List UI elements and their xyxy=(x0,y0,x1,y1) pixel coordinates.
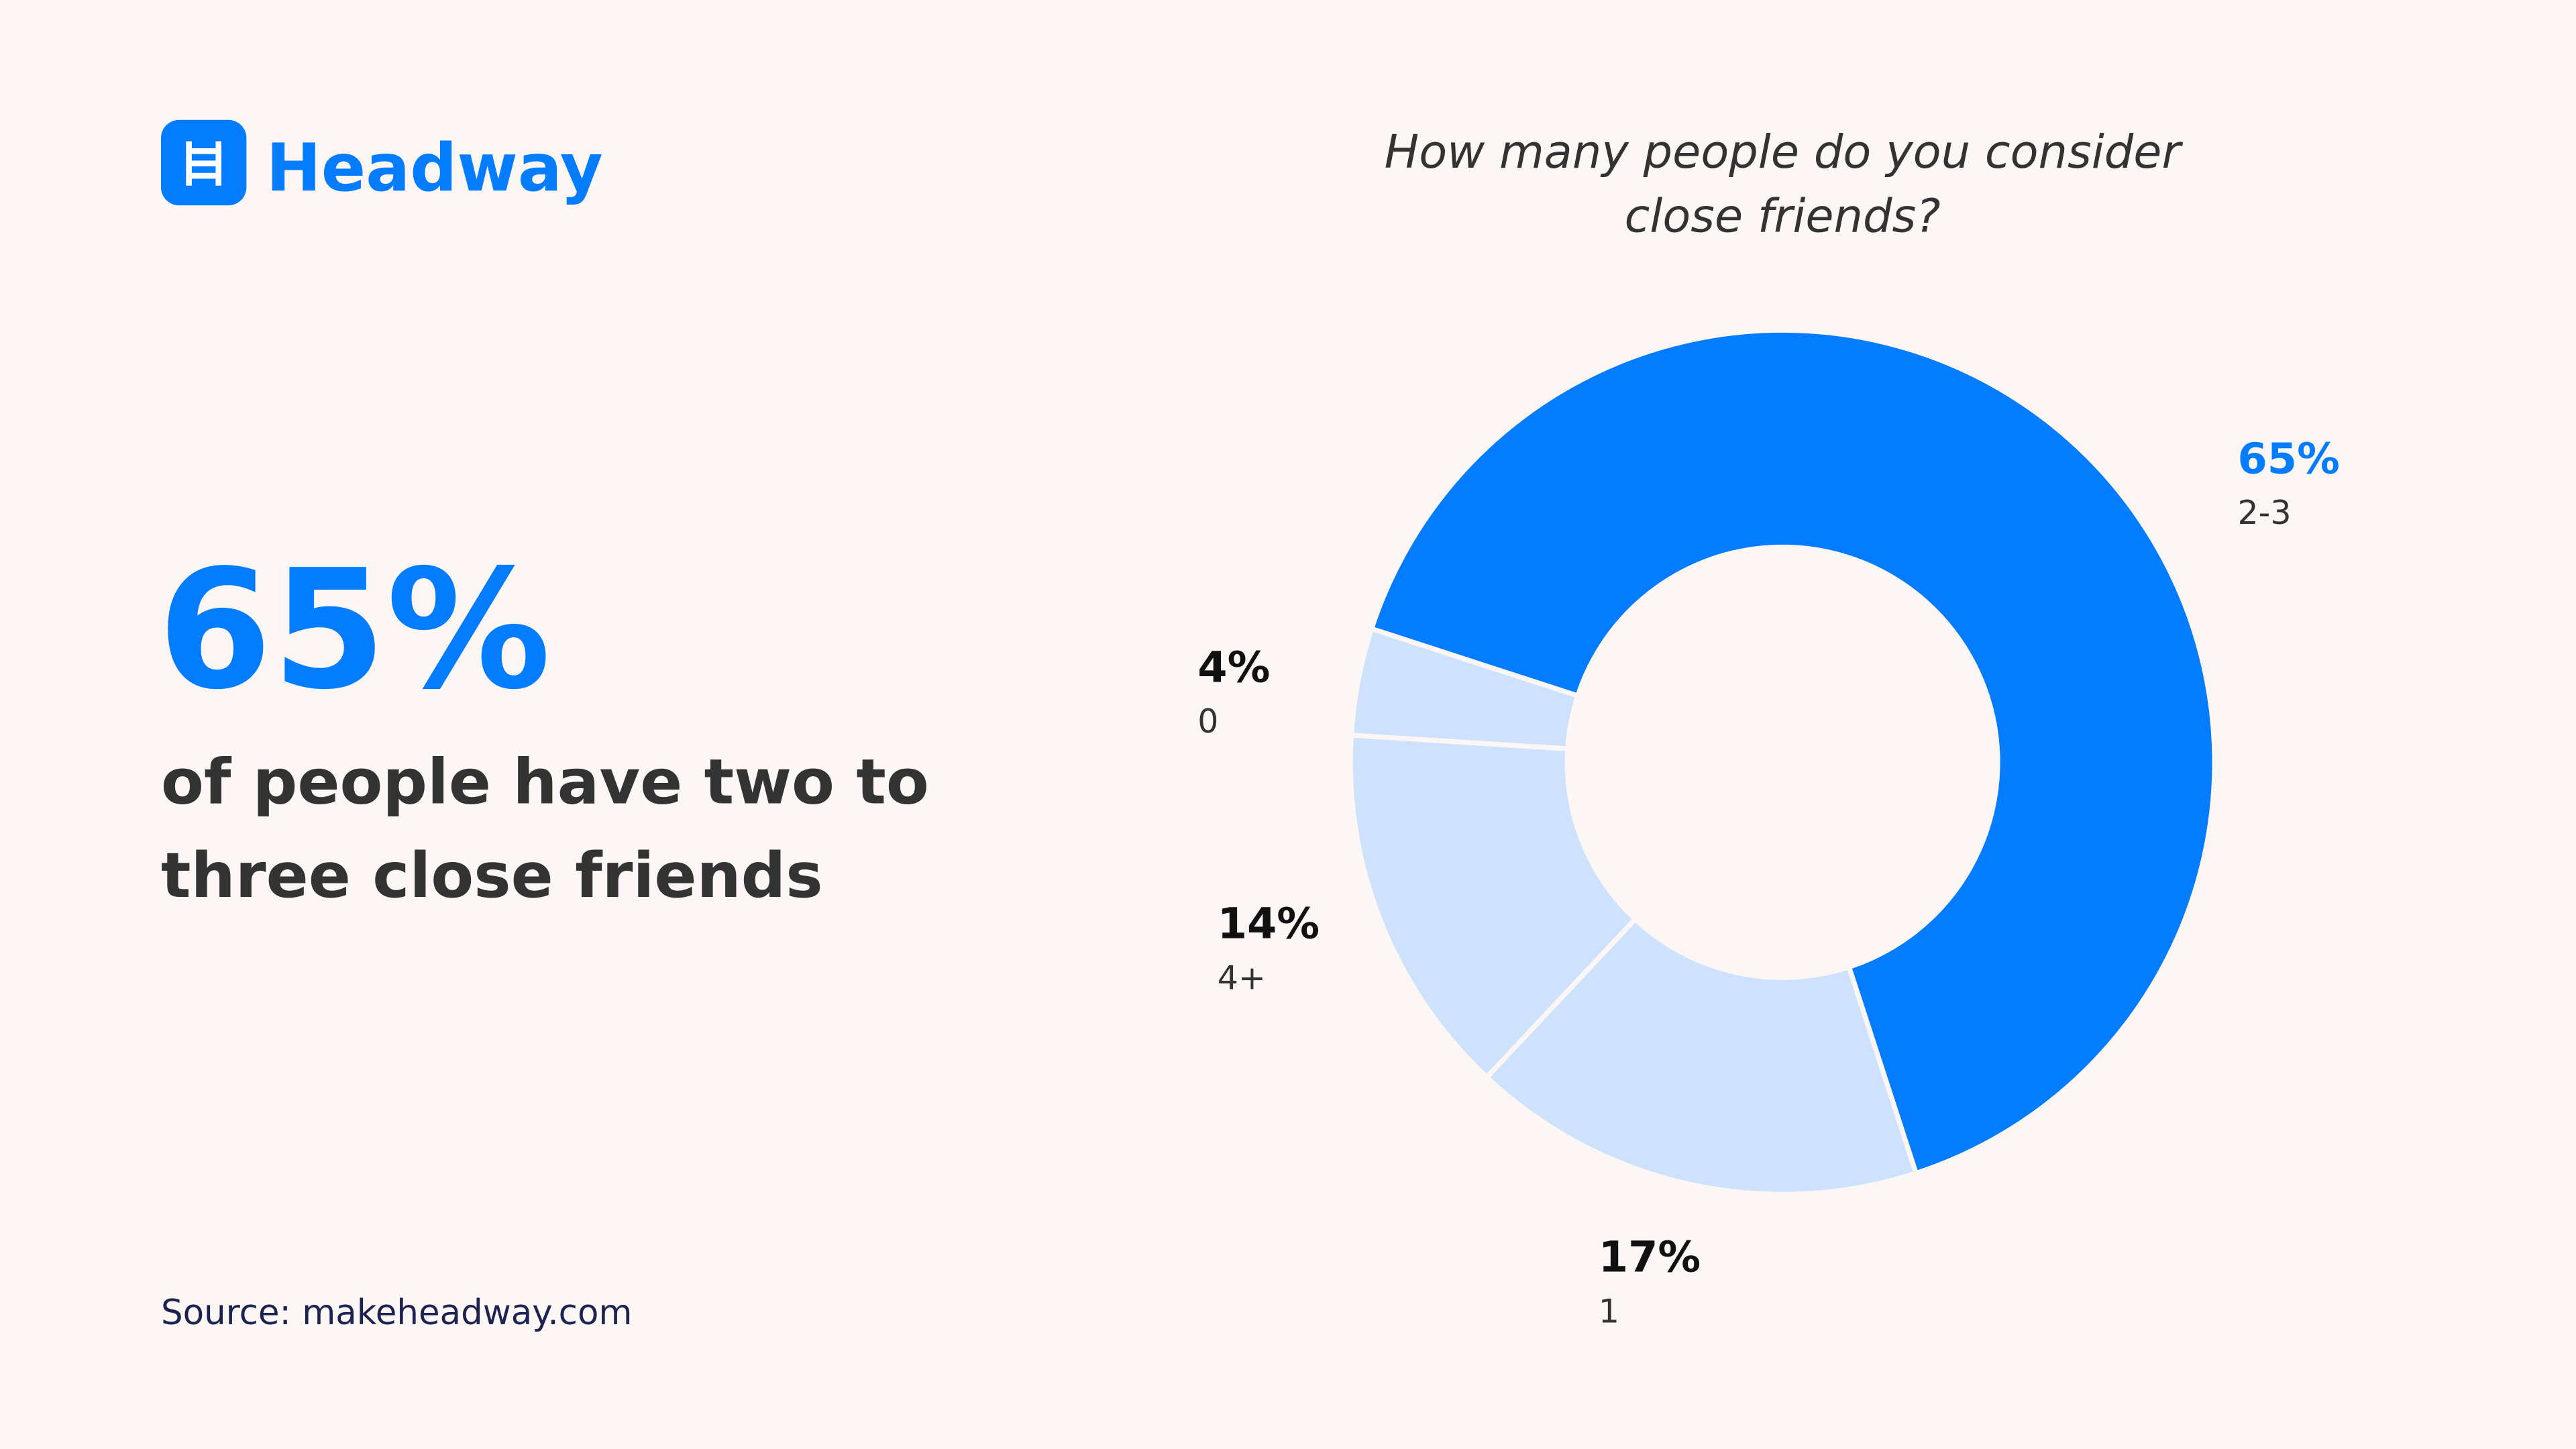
value-label: 65% xyxy=(2238,434,2340,484)
category-label: 1 xyxy=(1599,1292,1619,1330)
donut-segment xyxy=(1348,626,1580,751)
logo-text: Headway xyxy=(266,130,603,207)
headline-stat: 65% xyxy=(158,535,551,726)
category-label: 0 xyxy=(1197,702,1218,741)
logo-ladder xyxy=(186,141,221,186)
value-label: 4% xyxy=(1197,643,1270,692)
category-label: 4+ xyxy=(1218,959,1266,997)
chart-title: How many people do you consider xyxy=(1385,125,2184,179)
donut-segment xyxy=(1368,327,2217,1176)
donut xyxy=(1348,327,2217,1197)
donut-segment xyxy=(1484,916,1919,1197)
value-label: 17% xyxy=(1599,1233,1701,1283)
headline-line: three close friends xyxy=(161,839,823,912)
category-label: 2-3 xyxy=(2238,494,2292,532)
donut-segment xyxy=(1348,733,1638,1080)
value-label: 14% xyxy=(1218,899,1320,949)
chart-title: close friends? xyxy=(1625,189,1941,243)
source: Source: makeheadway.com xyxy=(161,1293,632,1333)
logo: Headway xyxy=(161,119,603,207)
headline-line: of people have two to xyxy=(161,746,929,818)
